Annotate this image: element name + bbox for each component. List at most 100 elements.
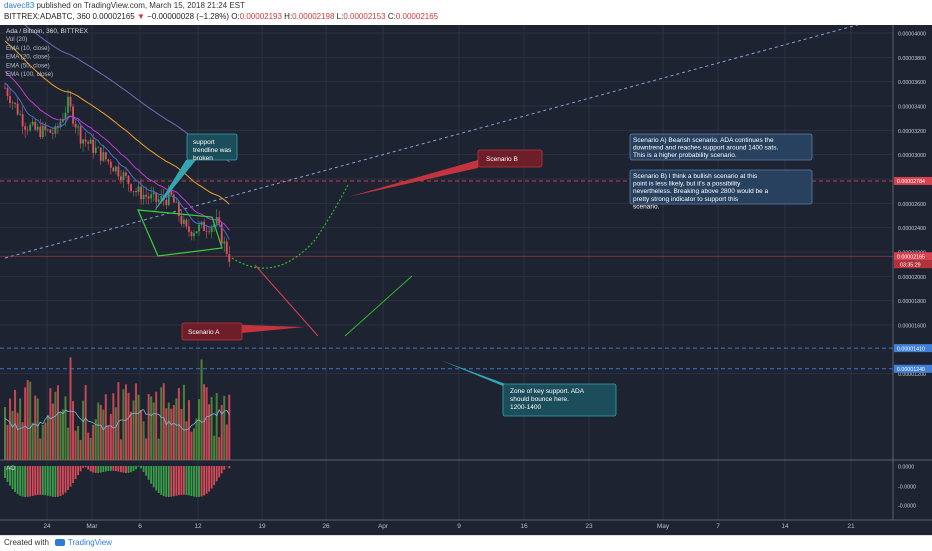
candle-body <box>52 133 54 134</box>
publish-info: davec83 published on TradingView.com, Ma… <box>4 1 245 10</box>
ao-bar <box>196 466 198 497</box>
candle-body <box>223 241 225 243</box>
author-link[interactable]: davec83 <box>4 1 34 10</box>
volume-bar <box>17 413 19 460</box>
candle-body <box>135 191 137 192</box>
candle-body <box>203 222 205 231</box>
candle-body <box>123 172 125 180</box>
y-tick-label: 0.00003800 <box>898 56 926 62</box>
ao-bar <box>17 466 19 494</box>
ao-bar <box>47 466 49 496</box>
candle-body <box>4 88 6 89</box>
x-tick-label: 12 <box>194 523 202 530</box>
candle-body <box>148 197 150 199</box>
ao-bar <box>110 466 112 471</box>
ao-bar <box>34 466 36 495</box>
ao-bar <box>95 466 97 473</box>
tradingview-link[interactable]: TradingView <box>68 538 112 547</box>
volume-bar <box>100 405 102 460</box>
volume-bar <box>173 405 175 460</box>
volume-bar <box>140 410 142 460</box>
candle-body <box>90 140 92 144</box>
volume-bar <box>228 395 230 460</box>
volume-bar <box>175 398 177 460</box>
candle-body <box>112 168 114 172</box>
volume-bar <box>42 425 44 460</box>
volume-bar <box>115 407 117 460</box>
volume-bar <box>193 428 195 460</box>
volume-bar <box>49 388 51 460</box>
ao-bar <box>123 466 125 473</box>
volume-bar <box>44 422 46 460</box>
volume-bar <box>133 400 135 460</box>
ao-bar <box>90 466 92 471</box>
open-label: O: <box>231 12 239 21</box>
ao-bar <box>163 466 165 496</box>
candle-body <box>105 152 107 159</box>
ao-bar <box>153 466 155 487</box>
x-tick-label: 24 <box>43 523 51 530</box>
volume-bar <box>112 393 114 460</box>
candle-body <box>85 140 87 142</box>
volume-bar <box>77 426 79 460</box>
ao-bar <box>92 466 94 472</box>
ao-bar <box>145 466 147 476</box>
ao-bar <box>228 466 230 468</box>
volume-bar <box>12 411 14 460</box>
created-text: Created with <box>4 538 49 547</box>
volume-bar <box>143 421 145 460</box>
volume-bar <box>196 419 198 460</box>
tradingview-logo-icon <box>55 539 65 546</box>
candle-body <box>9 96 11 103</box>
volume-bar <box>87 433 89 460</box>
scenario-b-note: Scenario B) I think a bullish scenario a… <box>630 170 812 210</box>
volume-bar <box>80 440 82 460</box>
volume-bar <box>201 359 203 460</box>
y-tick-label: 0.00001800 <box>898 299 926 305</box>
candle-body <box>226 241 228 254</box>
candle-body <box>120 176 122 180</box>
y-tick-label: 0.00003600 <box>898 80 926 86</box>
ao-bar <box>186 466 188 495</box>
candle-body <box>24 126 26 130</box>
candle-body <box>150 194 152 198</box>
volume-bar <box>150 396 152 460</box>
volume-bar <box>4 407 6 460</box>
volume-bar <box>216 393 218 460</box>
ao-bar <box>191 466 193 496</box>
symbol-label: BITTREX:ADABTC, 360 <box>4 12 90 21</box>
ao-bar <box>168 466 170 497</box>
x-tick-label: 16 <box>520 523 528 530</box>
ao-bar <box>183 466 185 495</box>
candle-body <box>7 88 9 96</box>
volume-bar <box>145 438 147 460</box>
candle-body <box>183 220 185 224</box>
scenario-a-note: Scenario A) Bearish scenario. ADA contin… <box>630 134 812 160</box>
ao-bar <box>29 466 31 496</box>
x-tick-label: 9 <box>457 523 461 530</box>
high-value: 0.00002198 <box>292 12 334 21</box>
volume-bar <box>32 423 34 460</box>
candle-body <box>27 130 29 131</box>
ao-bar <box>57 466 59 497</box>
close-value: 0.00002165 <box>396 12 438 21</box>
ao-bar <box>193 466 195 497</box>
volume-bar <box>206 387 208 460</box>
volume-bar <box>110 414 112 460</box>
ao-bar <box>125 466 127 473</box>
ao-bar <box>178 466 180 495</box>
volume-bar <box>9 399 11 460</box>
volume-bar <box>90 438 92 460</box>
ao-bar <box>221 466 223 473</box>
candle-body <box>145 195 147 197</box>
candle-body <box>17 104 19 115</box>
ao-bar <box>87 466 89 470</box>
volume-bar <box>218 437 220 460</box>
candle-body <box>115 167 117 172</box>
ao-bar <box>130 466 132 472</box>
legend-entry: EMA (100, close) <box>6 71 53 78</box>
scenario-a-callout-text: Scenario A <box>188 329 220 336</box>
volume-bar <box>226 424 228 460</box>
